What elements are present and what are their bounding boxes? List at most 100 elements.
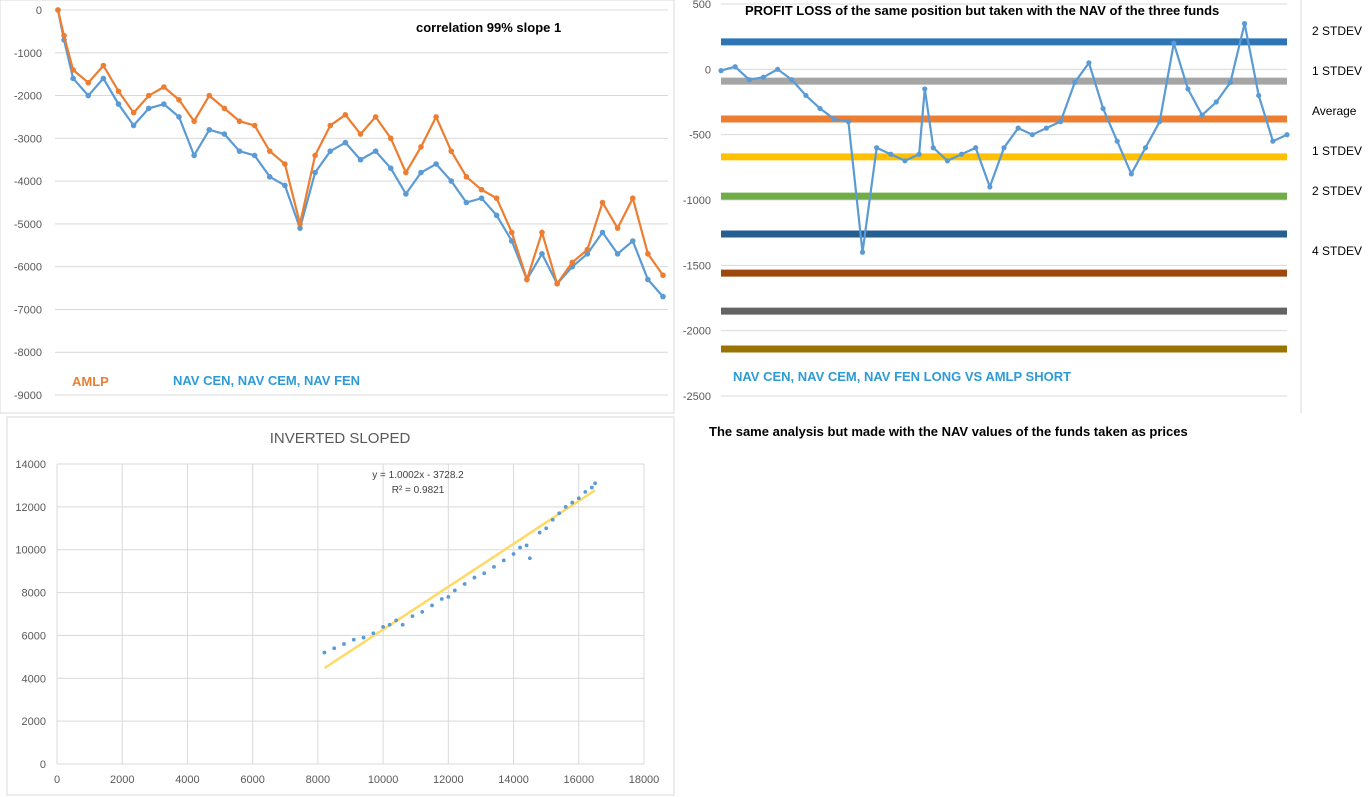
- data-point: [1043, 125, 1050, 131]
- data-point: [1072, 79, 1078, 85]
- chart-annotation: correlation 99% slope 1: [416, 20, 561, 35]
- x-tick-label: 4000: [175, 774, 199, 786]
- data-point: [508, 229, 515, 236]
- data-point: [70, 75, 76, 82]
- data-point: [1284, 132, 1290, 138]
- data-point: [859, 249, 866, 255]
- data-point: [922, 86, 928, 92]
- data-point: [916, 151, 922, 157]
- data-point: [282, 161, 288, 167]
- y-tick-label: 2000: [22, 716, 46, 728]
- y-tick-label: 0: [36, 5, 42, 17]
- data-point: [430, 603, 434, 608]
- x-tick-label: 6000: [240, 774, 264, 786]
- legend-nav: NAV CEN, NAV CEM, NAV FEN: [173, 373, 360, 388]
- data-point: [493, 195, 500, 202]
- data-point: [115, 88, 122, 95]
- data-point: [524, 276, 530, 283]
- data-point: [645, 251, 651, 257]
- x-tick-label: 10000: [368, 774, 399, 786]
- data-point: [1015, 125, 1021, 131]
- series-line: [56, 9, 664, 287]
- y-tick-label: -2000: [683, 326, 711, 338]
- data-point: [387, 622, 392, 627]
- data-point: [537, 530, 542, 535]
- data-point: [593, 481, 597, 486]
- data-point: [511, 552, 516, 556]
- data-point: [746, 77, 752, 83]
- band-label: 1 STDEV: [1312, 144, 1362, 158]
- data-point: [718, 68, 724, 74]
- data-point: [161, 101, 167, 107]
- data-point: [342, 112, 349, 118]
- data-point: [599, 229, 606, 236]
- y-tick-label: -500: [689, 130, 711, 142]
- data-point: [1241, 21, 1248, 27]
- data-point: [732, 64, 738, 70]
- data-point: [831, 116, 837, 122]
- data-point: [403, 191, 409, 197]
- chart-title: PROFIT LOSS of the same position but tak…: [745, 3, 1219, 18]
- data-point: [130, 109, 137, 116]
- data-point: [297, 225, 303, 231]
- data-point: [372, 114, 379, 120]
- data-point: [400, 622, 405, 627]
- data-point: [1157, 119, 1163, 125]
- data-point: [191, 152, 197, 159]
- data-point: [266, 174, 273, 180]
- y-tick-label: 4000: [22, 673, 46, 685]
- data-point: [539, 251, 545, 257]
- y-tick-label: -8000: [14, 347, 42, 359]
- data-point: [1001, 145, 1007, 151]
- data-point: [351, 637, 356, 642]
- series-line: [720, 23, 1288, 253]
- data-point: [312, 169, 318, 176]
- data-point: [448, 148, 455, 154]
- data-point: [660, 272, 666, 279]
- data-point: [394, 618, 399, 623]
- data-point: [448, 178, 455, 184]
- y-tick-label: -4000: [14, 176, 42, 188]
- data-point: [518, 545, 522, 550]
- data-point: [332, 646, 337, 651]
- y-tick-label: -2500: [683, 391, 711, 403]
- data-point: [420, 609, 425, 614]
- data-point: [372, 148, 379, 154]
- data-point: [614, 225, 621, 231]
- data-point: [55, 7, 61, 13]
- chart-title: INVERTED SLOPED: [270, 430, 411, 447]
- data-point: [472, 575, 477, 580]
- data-point: [446, 594, 451, 599]
- data-point: [629, 238, 636, 244]
- data-point: [524, 543, 529, 548]
- data-point: [614, 251, 621, 257]
- band-label: 1 STDEV: [1312, 64, 1362, 78]
- y-tick-label: -7000: [14, 304, 42, 316]
- x-tick-label: 8000: [306, 774, 330, 786]
- data-point: [1029, 132, 1035, 138]
- data-point: [410, 614, 415, 619]
- data-point: [70, 67, 76, 73]
- data-point: [221, 105, 228, 112]
- data-point: [418, 169, 424, 176]
- data-point: [145, 105, 152, 112]
- data-point: [403, 169, 409, 176]
- chart-border: [6, 416, 675, 796]
- data-point: [583, 489, 588, 494]
- legend-amlp: AMLP: [72, 374, 109, 389]
- x-tick-label: 12000: [433, 774, 464, 786]
- data-point: [1171, 40, 1177, 46]
- data-point: [1128, 171, 1134, 177]
- data-point: [85, 79, 92, 86]
- data-point: [145, 92, 152, 99]
- data-point: [418, 144, 424, 150]
- data-point: [987, 184, 993, 190]
- data-point: [387, 135, 394, 142]
- y-tick-label: -6000: [14, 262, 42, 274]
- data-point: [322, 650, 327, 655]
- y-tick-label: 0: [40, 759, 46, 771]
- data-point: [381, 624, 386, 629]
- data-point: [817, 105, 823, 112]
- trendline: [323, 489, 596, 670]
- data-point: [176, 97, 182, 103]
